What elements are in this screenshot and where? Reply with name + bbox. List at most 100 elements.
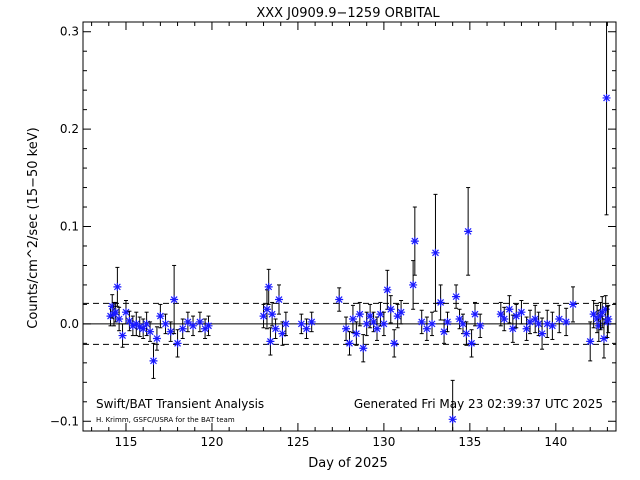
data-point [598, 308, 607, 317]
data-point [548, 321, 557, 330]
data-point [142, 319, 151, 328]
y-tick-label: −0.1 [50, 414, 79, 428]
data-point [106, 312, 115, 321]
data-point [476, 321, 485, 330]
data-point [440, 327, 449, 336]
data-point [443, 317, 452, 326]
y-tick-label: 0.1 [60, 220, 79, 234]
data-point [379, 319, 388, 328]
data-point [170, 295, 179, 304]
data-point [111, 308, 120, 317]
data-point [204, 321, 213, 330]
data-point [108, 302, 117, 311]
data-point [471, 310, 480, 319]
plot-area [82, 21, 617, 432]
data-point [369, 317, 378, 326]
data-point [594, 321, 603, 330]
x-tick-label: 140 [544, 435, 567, 449]
data-point [397, 308, 406, 317]
data-point [297, 319, 306, 328]
data-point [602, 93, 611, 102]
data-point [345, 339, 354, 348]
data-point [195, 317, 204, 326]
data-point [139, 324, 148, 333]
data-points [106, 22, 613, 431]
data-point [271, 324, 280, 333]
y-axis-ticks: −0.1 0.0 0.1 0.2 0.3 [50, 25, 616, 428]
x-tick-label: 120 [200, 435, 223, 449]
data-point [586, 337, 595, 346]
y-tick-label: 0.2 [60, 122, 79, 136]
data-point [161, 319, 170, 328]
data-point [522, 324, 531, 333]
data-point [417, 317, 426, 326]
data-point [386, 305, 395, 314]
y-axis-label: Counts/cm^2/sec (15−50 keV) [26, 127, 41, 328]
data-point [543, 319, 552, 328]
data-point [166, 327, 175, 336]
x-axis-ticks: 115 120 125 130 135 140 [91, 22, 608, 449]
data-point [266, 337, 275, 346]
data-point [373, 324, 382, 333]
data-point [125, 316, 134, 325]
data-point [201, 324, 210, 333]
y-tick-label: 0.0 [60, 317, 79, 331]
data-point [589, 310, 598, 319]
data-point [173, 339, 182, 348]
data-point [496, 310, 505, 319]
data-point [390, 339, 399, 348]
data-point [603, 317, 612, 326]
data-point [281, 319, 290, 328]
data-point [593, 315, 602, 324]
x-tick-label: 130 [372, 435, 395, 449]
data-point [467, 339, 476, 348]
data-point [601, 305, 610, 314]
data-point [259, 312, 268, 321]
data-point [355, 310, 364, 319]
data-point [376, 310, 385, 319]
data-point [455, 315, 464, 324]
annotation-analysis: Swift/BAT Transient Analysis [96, 397, 264, 411]
data-point [526, 317, 535, 326]
data-point [152, 334, 161, 343]
data-point [278, 329, 287, 338]
data-point [500, 315, 509, 324]
data-point [307, 317, 316, 326]
data-point [383, 285, 392, 294]
data-point [596, 312, 605, 321]
data-point [348, 315, 357, 324]
data-point [604, 315, 613, 324]
x-tick-label: 115 [115, 435, 138, 449]
data-point [538, 329, 547, 338]
data-point [366, 312, 375, 321]
data-point [448, 415, 457, 424]
data-point [146, 327, 155, 336]
data-point [156, 312, 165, 321]
data-point [410, 237, 419, 246]
plot-frame [82, 21, 617, 432]
data-point [562, 317, 571, 326]
data-point [508, 324, 517, 333]
data-point [428, 319, 437, 328]
data-point [264, 282, 273, 291]
y-tick-label: 0.3 [60, 25, 79, 39]
data-point [115, 315, 124, 324]
data-point [342, 324, 351, 333]
chart-title: XXX J0909.9−1259 ORBITAL [256, 6, 440, 21]
data-point [464, 227, 473, 236]
data-point [352, 329, 361, 338]
data-point [431, 248, 440, 257]
data-point [132, 319, 141, 328]
data-point [302, 324, 311, 333]
data-point [135, 322, 144, 331]
data-point [458, 319, 467, 328]
data-point [335, 295, 344, 304]
data-point [118, 331, 127, 340]
data-point [409, 280, 418, 289]
data-point [436, 298, 445, 307]
data-point [359, 344, 368, 353]
data-point [183, 317, 192, 326]
data-point [149, 356, 158, 365]
data-point [422, 324, 431, 333]
